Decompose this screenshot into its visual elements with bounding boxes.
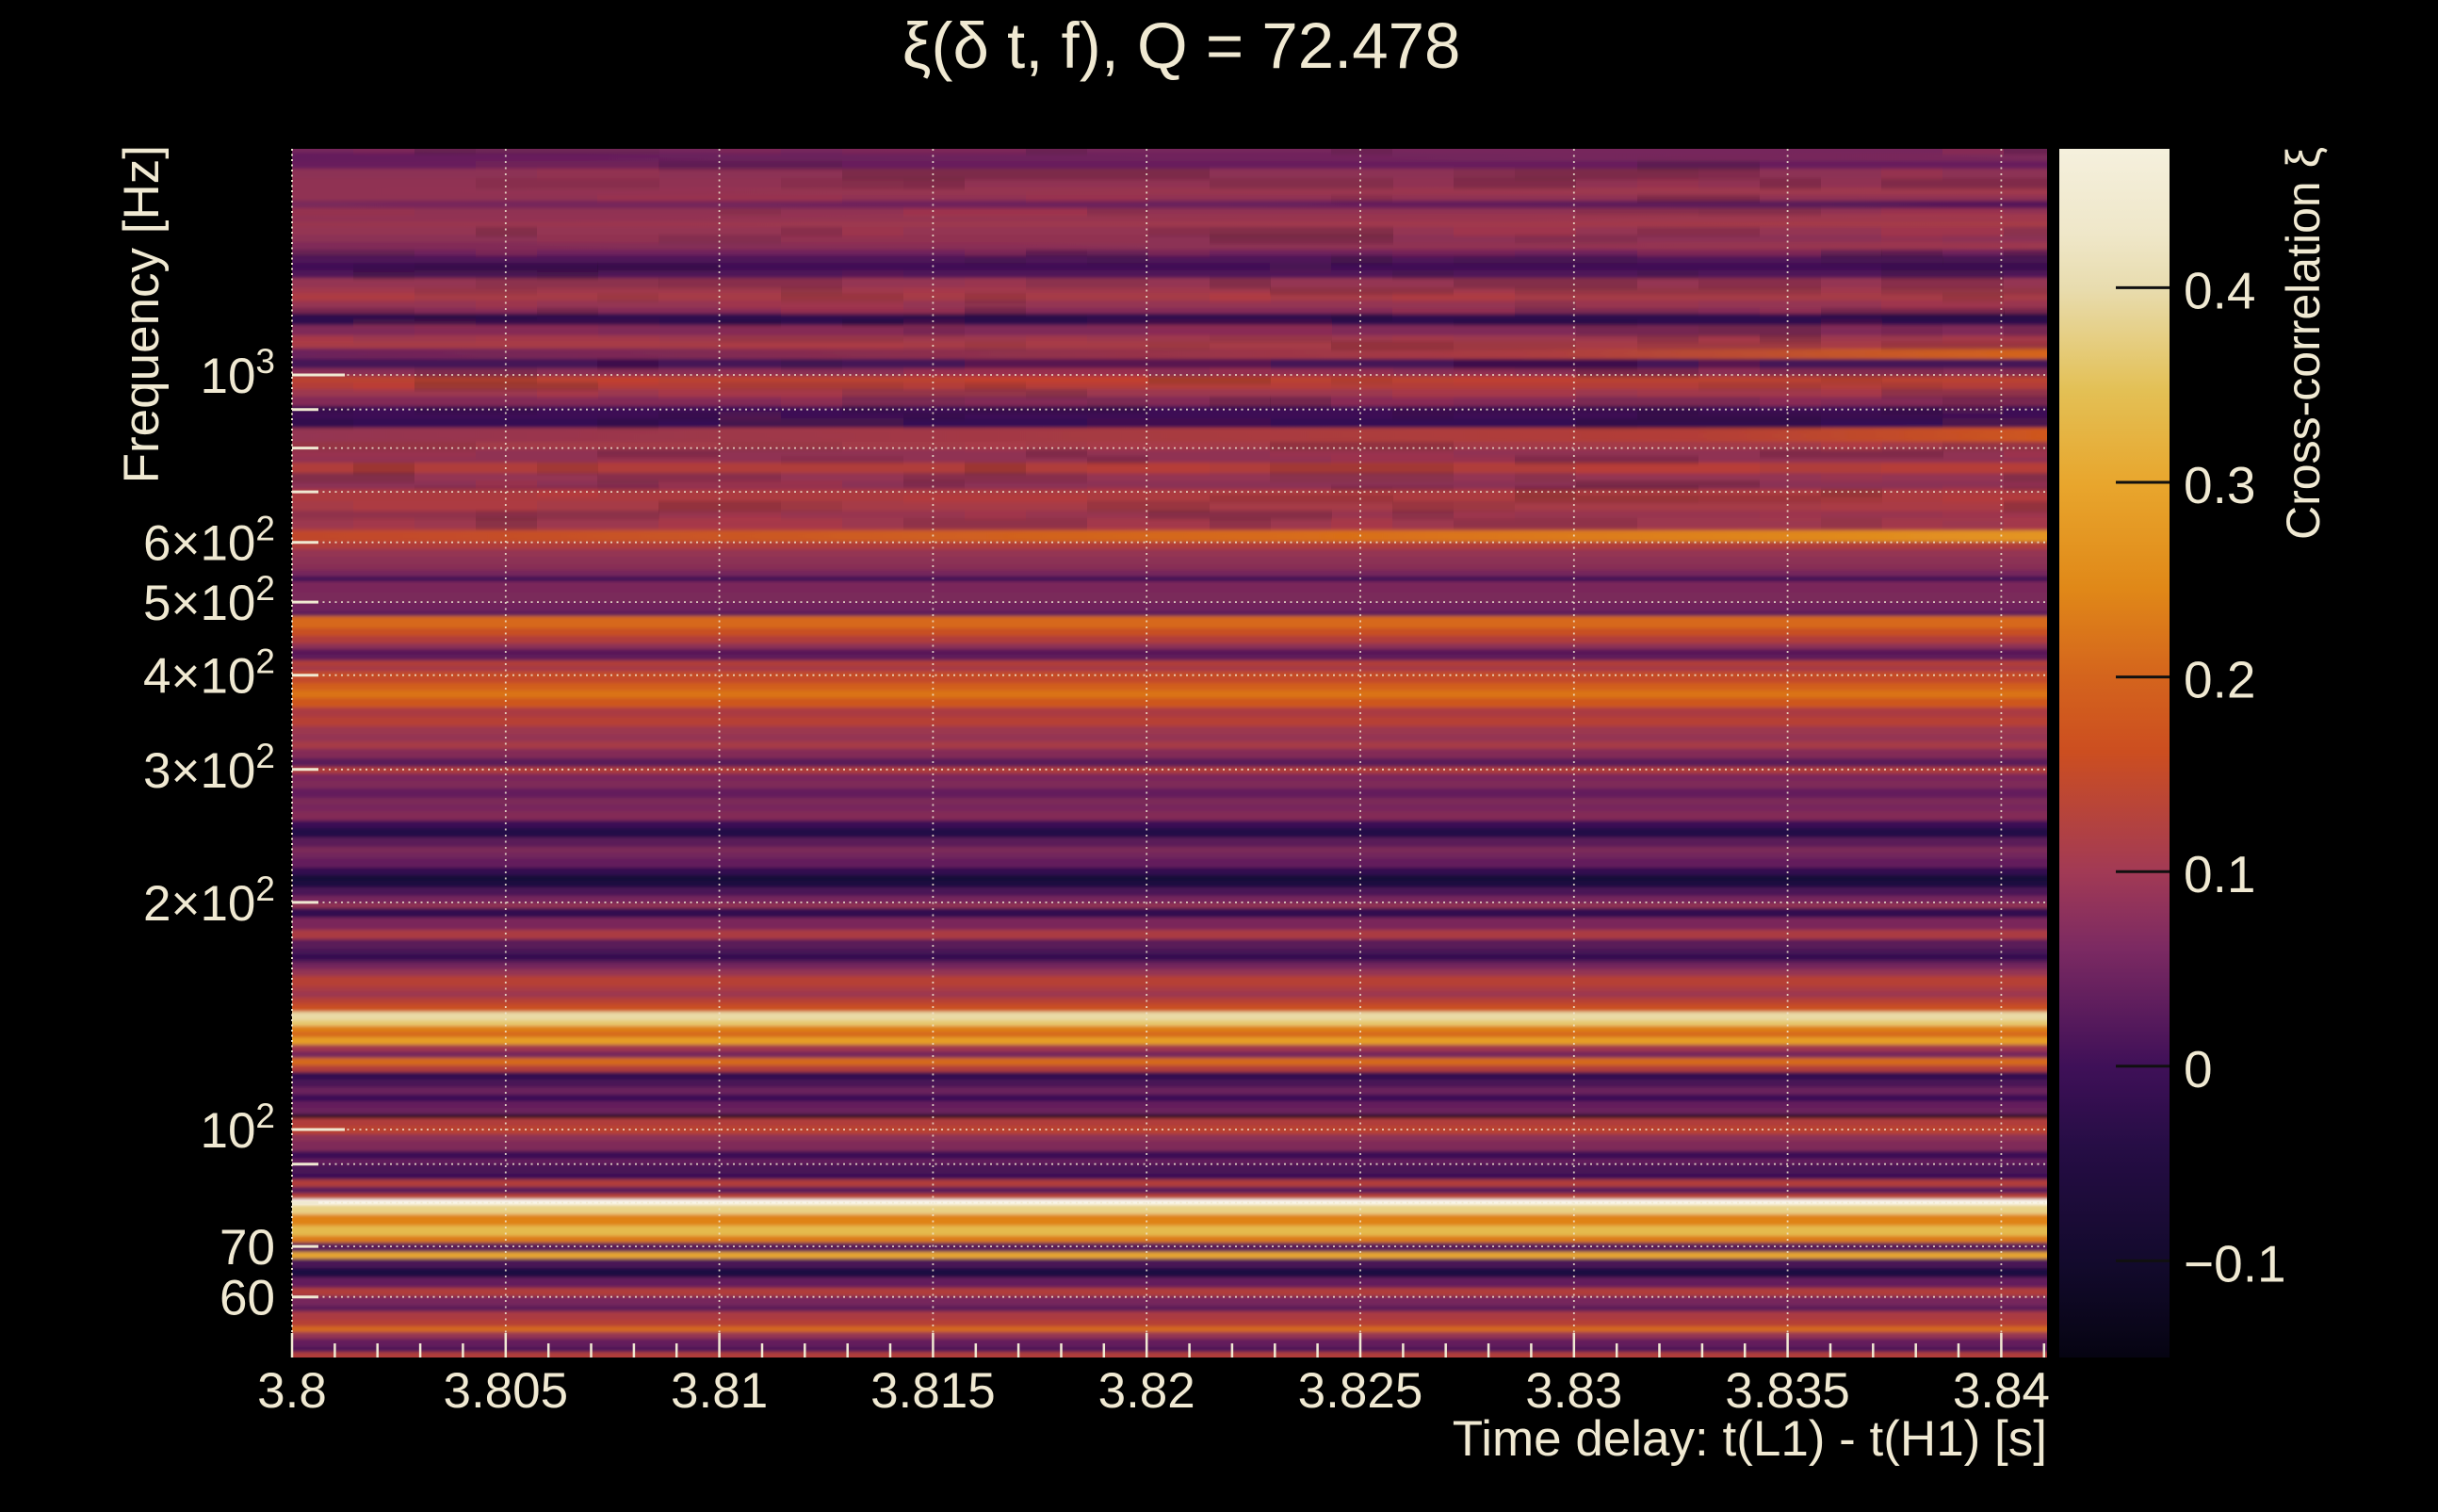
svg-text:2×102: 2×102	[143, 870, 275, 932]
svg-text:3.81: 3.81	[671, 1363, 768, 1419]
svg-text:0: 0	[2184, 1040, 2213, 1098]
svg-text:Cross-correlation ξ: Cross-correlation ξ	[2277, 147, 2330, 540]
svg-text:5×102: 5×102	[143, 569, 275, 631]
svg-text:0.2: 0.2	[2184, 651, 2255, 709]
svg-text:4×102: 4×102	[143, 642, 275, 705]
svg-text:3.835: 3.835	[1725, 1363, 1850, 1419]
svg-text:Time delay: t(L1) - t(H1) [s]: Time delay: t(L1) - t(H1) [s]	[1453, 1411, 2047, 1467]
svg-text:6×102: 6×102	[143, 510, 275, 572]
svg-text:60: 60	[219, 1271, 275, 1326]
svg-text:0.4: 0.4	[2184, 261, 2255, 319]
svg-text:70: 70	[219, 1220, 275, 1276]
svg-text:0.3: 0.3	[2184, 456, 2255, 514]
svg-text:3.825: 3.825	[1298, 1363, 1423, 1419]
svg-text:3.8: 3.8	[257, 1363, 327, 1419]
svg-text:ξ(δ t, f), Q = 72.478: ξ(δ t, f), Q = 72.478	[902, 9, 1461, 82]
svg-text:3.805: 3.805	[443, 1363, 568, 1419]
svg-text:−0.1: −0.1	[2184, 1234, 2286, 1293]
svg-text:0.1: 0.1	[2184, 845, 2255, 903]
svg-text:Frequency [Hz]: Frequency [Hz]	[114, 145, 170, 483]
svg-text:3.84: 3.84	[1953, 1363, 2050, 1419]
svg-text:3×102: 3×102	[143, 737, 275, 799]
svg-text:3.82: 3.82	[1098, 1363, 1195, 1419]
svg-text:3.83: 3.83	[1525, 1363, 1622, 1419]
svg-text:3.815: 3.815	[870, 1363, 996, 1419]
